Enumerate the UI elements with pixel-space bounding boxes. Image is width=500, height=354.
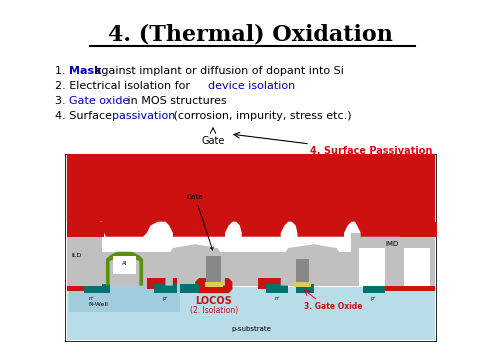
Bar — [296, 284, 314, 293]
Text: device isolation: device isolation — [208, 81, 295, 91]
Text: ILD: ILD — [71, 253, 82, 258]
Text: Al: Al — [122, 261, 127, 266]
Text: IMD: IMD — [386, 241, 399, 247]
Bar — [266, 284, 288, 293]
Bar — [258, 278, 281, 289]
Bar — [154, 284, 176, 293]
Text: against implant or diffusion of dopant into Si: against implant or diffusion of dopant i… — [91, 66, 344, 76]
Text: Gate: Gate — [187, 194, 213, 250]
Bar — [68, 286, 180, 312]
Polygon shape — [106, 252, 143, 286]
Bar — [114, 256, 136, 274]
Bar — [67, 287, 435, 340]
Bar — [378, 278, 435, 291]
Polygon shape — [195, 278, 232, 293]
Text: 4. Surface Passivation: 4. Surface Passivation — [310, 146, 432, 156]
Text: n⁺: n⁺ — [88, 296, 94, 301]
Text: p⁺: p⁺ — [371, 296, 376, 301]
Bar — [359, 248, 385, 286]
Text: 1.: 1. — [55, 66, 69, 76]
Text: n⁺: n⁺ — [274, 296, 280, 301]
Text: LOCOS: LOCOS — [196, 296, 232, 306]
Text: from corrosion, stress, etc.: from corrosion, stress, etc. — [310, 158, 432, 167]
Text: 2. Electrical isolation for: 2. Electrical isolation for — [55, 81, 194, 91]
Bar — [180, 284, 199, 293]
Bar — [147, 278, 176, 289]
Bar — [67, 278, 93, 291]
Bar — [400, 222, 437, 237]
Text: Mask: Mask — [69, 66, 102, 76]
Text: (2. Isolation): (2. Isolation) — [190, 306, 238, 315]
Text: N-Well: N-Well — [88, 302, 108, 307]
Text: p⁺: p⁺ — [162, 296, 168, 301]
Polygon shape — [67, 154, 435, 237]
Bar — [294, 282, 310, 287]
Bar — [84, 284, 110, 293]
Bar — [352, 233, 435, 286]
Text: p-substrate: p-substrate — [231, 326, 271, 332]
Bar — [362, 284, 385, 293]
Bar — [67, 252, 435, 286]
Polygon shape — [281, 244, 344, 286]
Text: 3. Gate Oxide: 3. Gate Oxide — [304, 302, 362, 311]
Text: Gate: Gate — [202, 136, 224, 146]
Bar — [404, 248, 429, 286]
Text: 4. Surface: 4. Surface — [55, 111, 116, 121]
Text: passivation: passivation — [112, 111, 176, 121]
Text: in MOS structures: in MOS structures — [124, 96, 227, 106]
Bar — [67, 233, 102, 286]
Bar — [67, 222, 104, 237]
Text: 4. (Thermal) Oxidation: 4. (Thermal) Oxidation — [108, 24, 393, 46]
Bar — [204, 282, 223, 287]
Text: 3.: 3. — [55, 96, 69, 106]
Text: Gate oxide: Gate oxide — [69, 96, 130, 106]
Polygon shape — [166, 244, 225, 286]
Text: (corrosion, impurity, stress etc.): (corrosion, impurity, stress etc.) — [170, 111, 352, 121]
Bar — [296, 259, 308, 286]
Bar — [206, 256, 221, 286]
